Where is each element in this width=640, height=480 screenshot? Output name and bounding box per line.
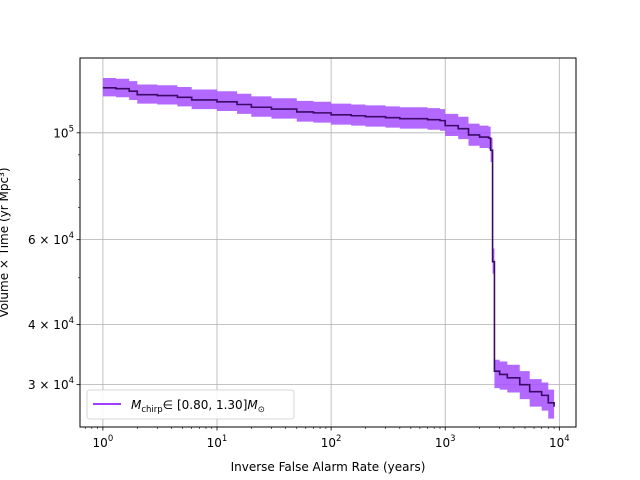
legend: Mchirp∈ [0.80, 1.30]M⊙ [86,389,295,420]
x-tick-label: 101 [207,434,228,450]
axes-frame [79,57,577,428]
x-tick-label: 104 [549,434,570,450]
y-tick-label: 6 × 104 [28,231,74,247]
legend-box [86,389,295,420]
y-tick-label: 3 × 104 [28,376,74,392]
series-lines [102,87,555,407]
x-tick-label: 102 [321,434,342,450]
x-tick-label: 100 [93,434,114,450]
confidence-band [102,77,555,422]
x-axis-label: Inverse False Alarm Rate (years) [231,460,426,474]
series-line [102,87,555,407]
legend-label: Mchirp∈ [0.80, 1.30]M⊙ [131,398,265,415]
ticks: 100 101 102 103 104 105 6 × 104 4 × 104 3 × 104 [28,124,570,450]
y-tick-label: 4 × 104 [28,316,74,332]
series-band [102,77,555,422]
x-tick-label: 103 [435,434,456,450]
y-tick-label: 105 [53,124,74,140]
y-axis-label: Volume × Time (yr Mpc³) [0,167,11,317]
